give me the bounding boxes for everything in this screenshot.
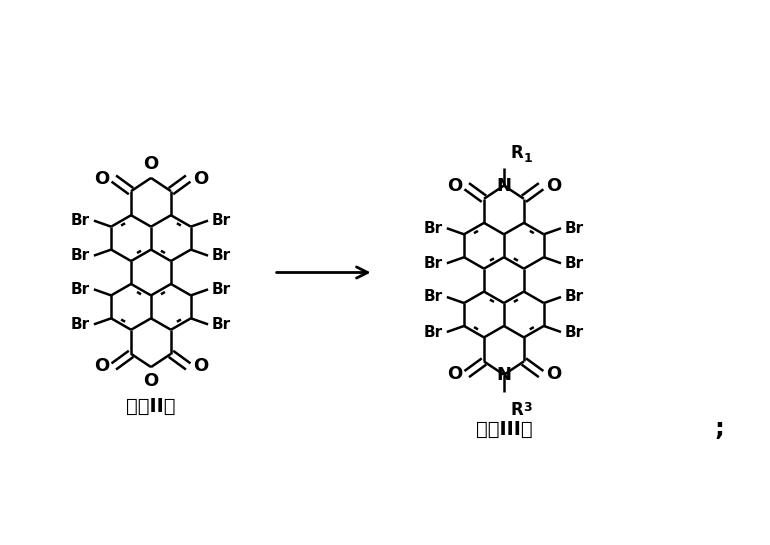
Text: R: R: [510, 144, 523, 162]
Text: O: O: [447, 365, 462, 383]
Text: Br: Br: [212, 248, 231, 263]
Text: N: N: [497, 177, 511, 195]
Text: Br: Br: [212, 317, 231, 332]
Text: O: O: [94, 358, 109, 376]
Text: R: R: [510, 401, 523, 419]
Text: Br: Br: [212, 213, 231, 228]
Text: Br: Br: [424, 256, 443, 271]
Text: O: O: [94, 169, 109, 187]
Text: O: O: [192, 169, 208, 187]
Text: 式（III）: 式（III）: [476, 420, 532, 439]
Text: Br: Br: [71, 317, 90, 332]
Text: Br: Br: [565, 324, 584, 340]
Text: Br: Br: [565, 289, 584, 305]
Text: Br: Br: [565, 221, 584, 236]
Text: Br: Br: [212, 282, 231, 297]
Text: N: N: [497, 366, 511, 384]
Text: 1: 1: [523, 152, 532, 165]
Text: O: O: [546, 177, 561, 195]
Text: Br: Br: [424, 324, 443, 340]
Text: 3: 3: [523, 401, 532, 414]
Text: 式（II）: 式（II）: [126, 397, 176, 416]
Text: O: O: [143, 372, 159, 390]
Text: O: O: [143, 155, 159, 173]
Text: Br: Br: [71, 213, 90, 228]
Text: Br: Br: [424, 221, 443, 236]
Text: ;: ;: [715, 417, 725, 441]
Text: O: O: [546, 365, 561, 383]
Text: Br: Br: [71, 282, 90, 297]
Text: O: O: [447, 177, 462, 195]
Text: O: O: [192, 358, 208, 376]
Text: Br: Br: [424, 289, 443, 305]
Text: Br: Br: [565, 256, 584, 271]
Text: Br: Br: [71, 248, 90, 263]
